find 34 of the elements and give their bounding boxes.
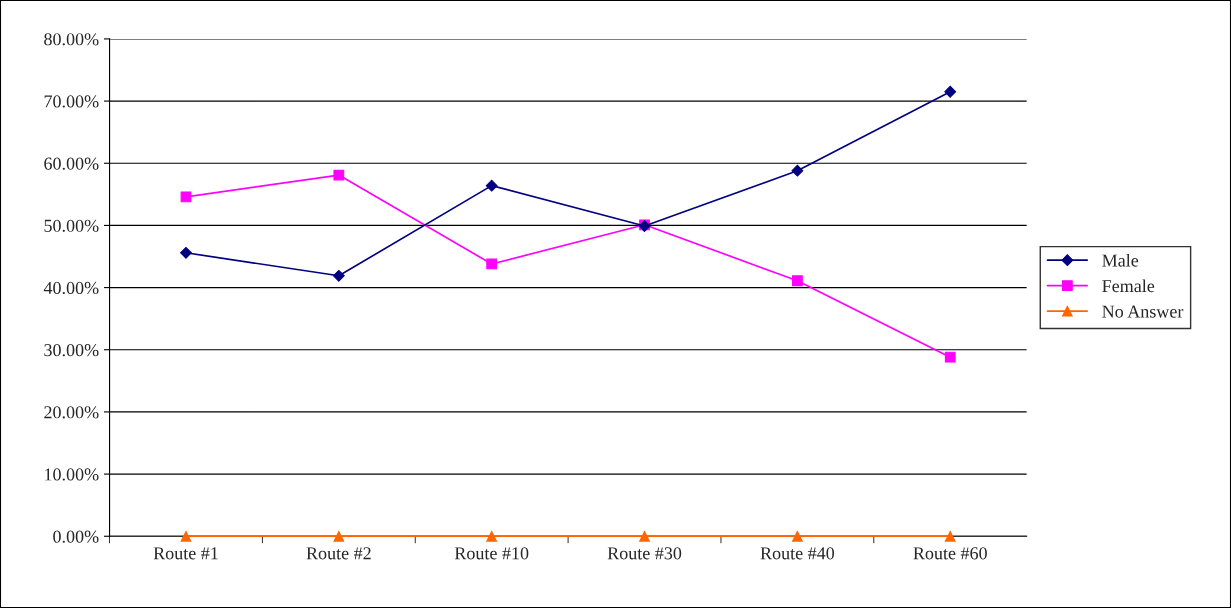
x-tick-label: Route #30 — [607, 547, 682, 560]
point — [180, 246, 192, 259]
point — [180, 530, 192, 542]
x-tick-label: Route #2 — [306, 547, 371, 560]
point — [333, 530, 345, 542]
x-tick-label: Route #60 — [913, 547, 987, 560]
legend-label: Male — [1102, 253, 1139, 267]
point — [333, 169, 345, 181]
point — [792, 530, 803, 542]
y-tick-label: 80.00% — [44, 33, 99, 46]
point — [791, 164, 804, 177]
legend-label: Female — [1102, 279, 1155, 293]
x-tick-label: Route #10 — [454, 547, 529, 560]
y-tick-label: 20.00% — [44, 406, 99, 419]
point — [332, 269, 345, 282]
y-tick-label: 10.00% — [45, 468, 99, 481]
y-tick-label: 30.00% — [44, 344, 99, 357]
x-tick-label: Route #1 — [153, 547, 218, 560]
y-tick-label: 70.00% — [44, 95, 99, 108]
y-tick-label: 60.00% — [44, 157, 99, 170]
legend-label: No Answer — [1102, 305, 1184, 318]
point — [180, 191, 192, 203]
x-tick-label: Route #40 — [760, 547, 835, 560]
y-tick-label: 40.00% — [43, 281, 99, 295]
point — [486, 530, 498, 542]
y-tick-label: 0.00% — [53, 530, 99, 543]
point — [485, 179, 498, 192]
point — [792, 275, 803, 287]
point — [639, 530, 650, 542]
point — [944, 351, 956, 363]
point — [944, 85, 957, 98]
point — [944, 530, 956, 542]
point — [486, 258, 498, 270]
y-tick-label: 50.00% — [44, 219, 99, 232]
